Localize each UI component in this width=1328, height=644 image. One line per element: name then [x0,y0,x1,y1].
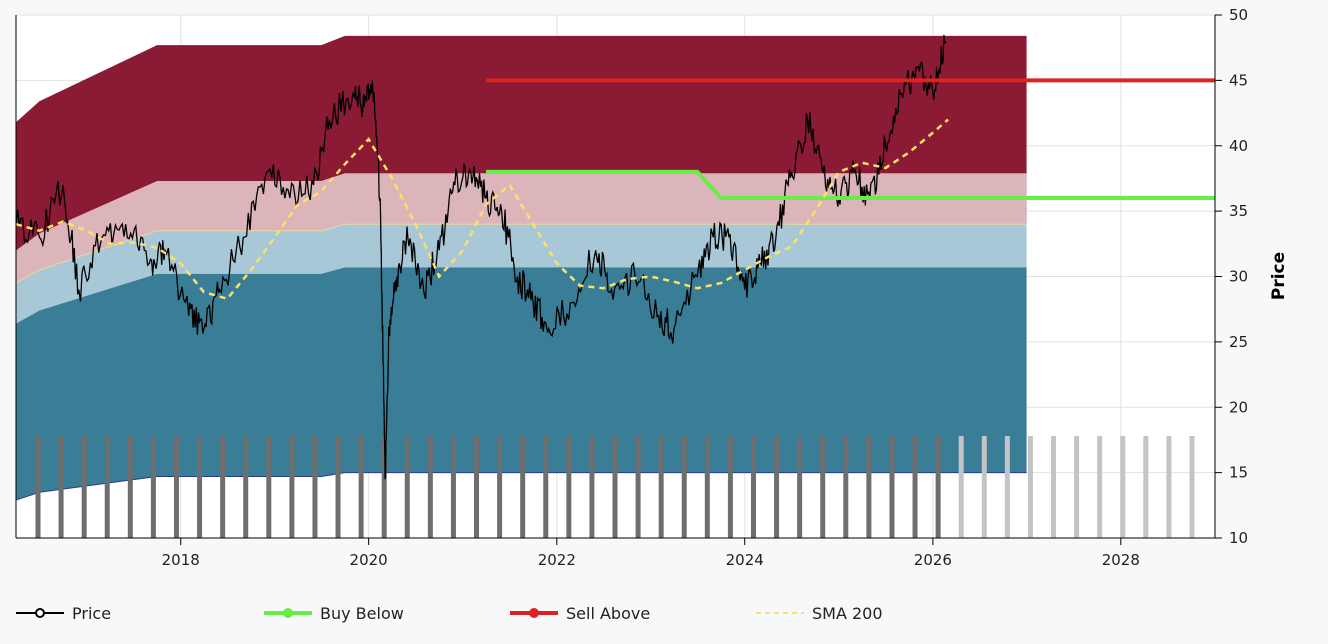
bar-past [866,436,872,538]
x-tick-label: 2022 [538,551,576,569]
bar-future [1166,436,1172,538]
legend-label-sell-above: Sell Above [566,603,651,623]
buy-below-legend-icon [264,608,312,618]
y-tick-label: 50 [1229,6,1248,24]
bar-past [58,436,64,538]
x-tick-label: 2018 [162,551,200,569]
bar-past [566,436,572,538]
axis-layer: 10 15 20 25 30 35 40 45 50 2018 2020 2022 2024 2026 20… [15,6,1289,569]
bar-future [1097,436,1103,538]
bar-past [912,436,918,538]
x-tick-label: 2024 [726,551,764,569]
bar-past [266,436,272,538]
bar-future [1004,436,1010,538]
bar-past [497,436,503,538]
band-separator [15,223,1027,284]
bar-past [681,436,687,538]
band-upper-middle [16,173,1027,284]
x-tick-label: 2020 [350,551,388,569]
bar-future [1074,436,1080,538]
bar-past [358,436,364,538]
y-tick-label: 30 [1229,268,1248,286]
x-tick-label: 2028 [1102,551,1140,569]
y-tick-label: 20 [1229,398,1248,416]
bar-past [381,436,387,538]
bar-past [520,436,526,538]
bar-past [889,436,895,538]
bar-past [104,436,110,538]
legend-item-sma-200[interactable]: SMA 200 [756,598,883,628]
price-legend-icon [16,608,64,618]
bar-future [1143,436,1149,538]
bar-past [474,436,480,538]
legend-item-buy-below[interactable]: Buy Below [264,598,404,628]
x-tick-label: 2026 [914,551,952,569]
bar-past [704,436,710,538]
legend-label-sma-200: SMA 200 [812,603,883,623]
y-tick-label: 15 [1229,464,1248,482]
bar-past [774,436,780,538]
sell-above-legend-icon [510,608,558,618]
series-buy-below-line [486,169,1215,201]
bar-future [1027,436,1033,538]
sma-200-legend-icon [756,612,804,614]
bar-past [427,436,433,538]
series-sma-200-line [15,118,949,301]
line-layer [15,34,1215,480]
y-tick-label: 35 [1229,202,1248,220]
legend-label-price: Price [72,603,112,623]
bar-past [220,436,226,538]
bar-past [404,436,410,538]
bar-past [150,436,156,538]
series-price-line [15,34,947,480]
y-tick-label: 10 [1229,529,1248,547]
bar-future [1189,436,1195,538]
bar-past [127,436,133,538]
legend-item-price[interactable]: Price [16,598,111,628]
chart-canvas: 10 15 20 25 30 35 40 45 50 2018 2020 2022 2024 2026 20… [15,6,1289,569]
bar-past [820,436,826,538]
y-tick-label: 25 [1229,333,1248,351]
bar-past [727,436,733,538]
bar-future [1120,436,1126,538]
bar-past [797,436,803,538]
bar-future [1051,436,1057,538]
bar-future [981,436,987,538]
bar-past [658,436,664,538]
bar-past [197,436,203,538]
bar-past [843,436,849,538]
bar-past [635,436,641,538]
legend-label-buy-below: Buy Below [320,603,404,623]
bar-future [958,436,964,538]
bar-past [289,436,295,538]
y-tick-label: 45 [1229,71,1248,89]
bar-past [35,436,41,538]
bar-past [450,436,456,538]
bar-past [612,436,618,538]
legend: Price Buy Below Sell Above SMA 200 [0,598,1328,628]
bar-past [543,436,549,538]
legend-item-sell-above[interactable]: Sell Above [510,598,650,628]
bar-past [589,436,595,538]
bar-past [750,436,756,538]
bar-past [173,436,179,538]
band-layer [15,35,1027,501]
bar-past [312,436,318,538]
y-axis-title: Price [1269,252,1289,300]
y-tick-label: 40 [1229,137,1248,155]
bar-past [335,436,341,538]
bar-layer [35,436,1195,538]
bar-past [243,436,249,538]
bar-past [81,436,87,538]
bar-past [935,436,941,538]
